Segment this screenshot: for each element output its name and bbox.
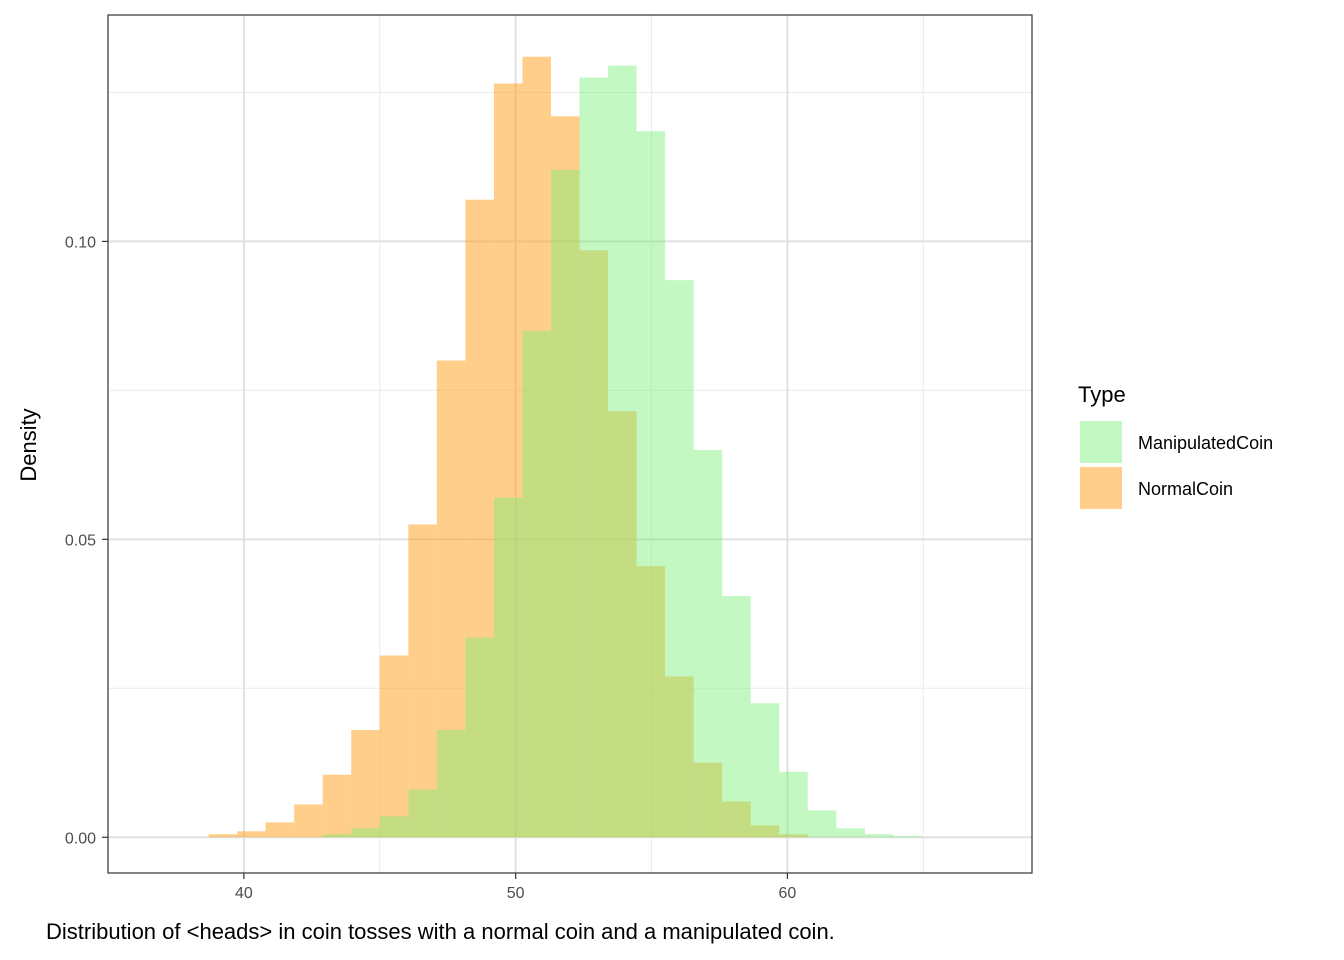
minor-gridlines: [108, 15, 1032, 873]
bar-normalcoin: [379, 655, 409, 838]
y-tick-label: 0.05: [65, 532, 96, 549]
bar-normalcoin: [636, 566, 666, 838]
bar-normalcoin: [579, 250, 609, 838]
bar-normalcoin: [208, 834, 238, 838]
bar-manipulatedcoin: [550, 169, 580, 838]
bar-manipulatedcoin: [322, 834, 352, 838]
bar-normalcoin: [294, 804, 323, 838]
bar-manipulatedcoin: [608, 65, 637, 838]
y-tick-label: 0.10: [65, 234, 96, 251]
bar-normalcoin: [408, 524, 437, 838]
legend-label-manipulatedcoin: ManipulatedCoin: [1138, 433, 1273, 453]
bar-manipulatedcoin: [351, 828, 380, 838]
bar-manipulatedcoin: [779, 771, 808, 838]
legend-key-manipulatedcoin: [1080, 421, 1122, 463]
bar-manipulatedcoin: [465, 637, 494, 838]
bar-normalcoin: [608, 411, 637, 838]
y-tick-label: 0.00: [65, 830, 96, 847]
bar-normalcoin: [351, 730, 380, 838]
bar-manipulatedcoin: [436, 730, 466, 838]
bar-normalcoin: [550, 116, 580, 838]
bar-manipulatedcoin: [379, 816, 409, 838]
bar-manipulatedcoin: [807, 810, 837, 838]
x-tick-label: 40: [235, 885, 253, 902]
bar-manipulatedcoin: [579, 77, 609, 838]
axis-tick-labels: 40 50 60 0.00 0.05 0.10: [65, 234, 797, 902]
bar-normalcoin: [522, 56, 551, 838]
bar-manipulatedcoin: [722, 595, 751, 838]
legend-title: Type: [1078, 382, 1126, 407]
bar-manipulatedcoin: [408, 789, 437, 838]
legend: ManipulatedCoin NormalCoin: [1080, 421, 1273, 509]
bar-manipulatedcoin: [864, 834, 894, 838]
legend-key-normalcoin: [1080, 467, 1122, 509]
axis-ticks: [102, 240, 789, 879]
bar-manipulatedcoin: [893, 836, 922, 838]
bar-normalcoin: [465, 199, 494, 838]
bar-manipulatedcoin: [750, 703, 780, 838]
bar-normalcoin: [493, 83, 523, 838]
plot-border: [107, 14, 1033, 874]
bar-normalcoin: [237, 831, 266, 838]
bar-normalcoin: [693, 762, 723, 838]
bar-normalcoin: [722, 801, 751, 838]
bar-manipulatedcoin: [636, 131, 666, 838]
bar-normalcoin: [779, 834, 808, 838]
bar-normalcoin: [665, 676, 694, 838]
bar-manipulatedcoin: [493, 497, 523, 838]
bar-manipulatedcoin: [522, 330, 551, 838]
bar-manipulatedcoin: [836, 828, 865, 838]
legend-label-normalcoin: NormalCoin: [1138, 479, 1233, 499]
x-tick-label: 50: [507, 885, 525, 902]
bar-normalcoin: [750, 825, 780, 838]
x-tick-label: 60: [779, 885, 797, 902]
bar-normalcoin: [322, 774, 352, 838]
y-axis-title: Density: [16, 408, 41, 481]
bar-normalcoin: [265, 822, 295, 838]
chart-caption: Distribution of <heads> in coin tosses w…: [46, 919, 835, 944]
bar-normalcoin: [436, 360, 466, 838]
bar-manipulatedcoin: [665, 280, 694, 838]
panel-border-rect: [107, 14, 1033, 874]
bar-manipulatedcoin: [693, 449, 723, 838]
histogram-bars: [208, 56, 922, 838]
